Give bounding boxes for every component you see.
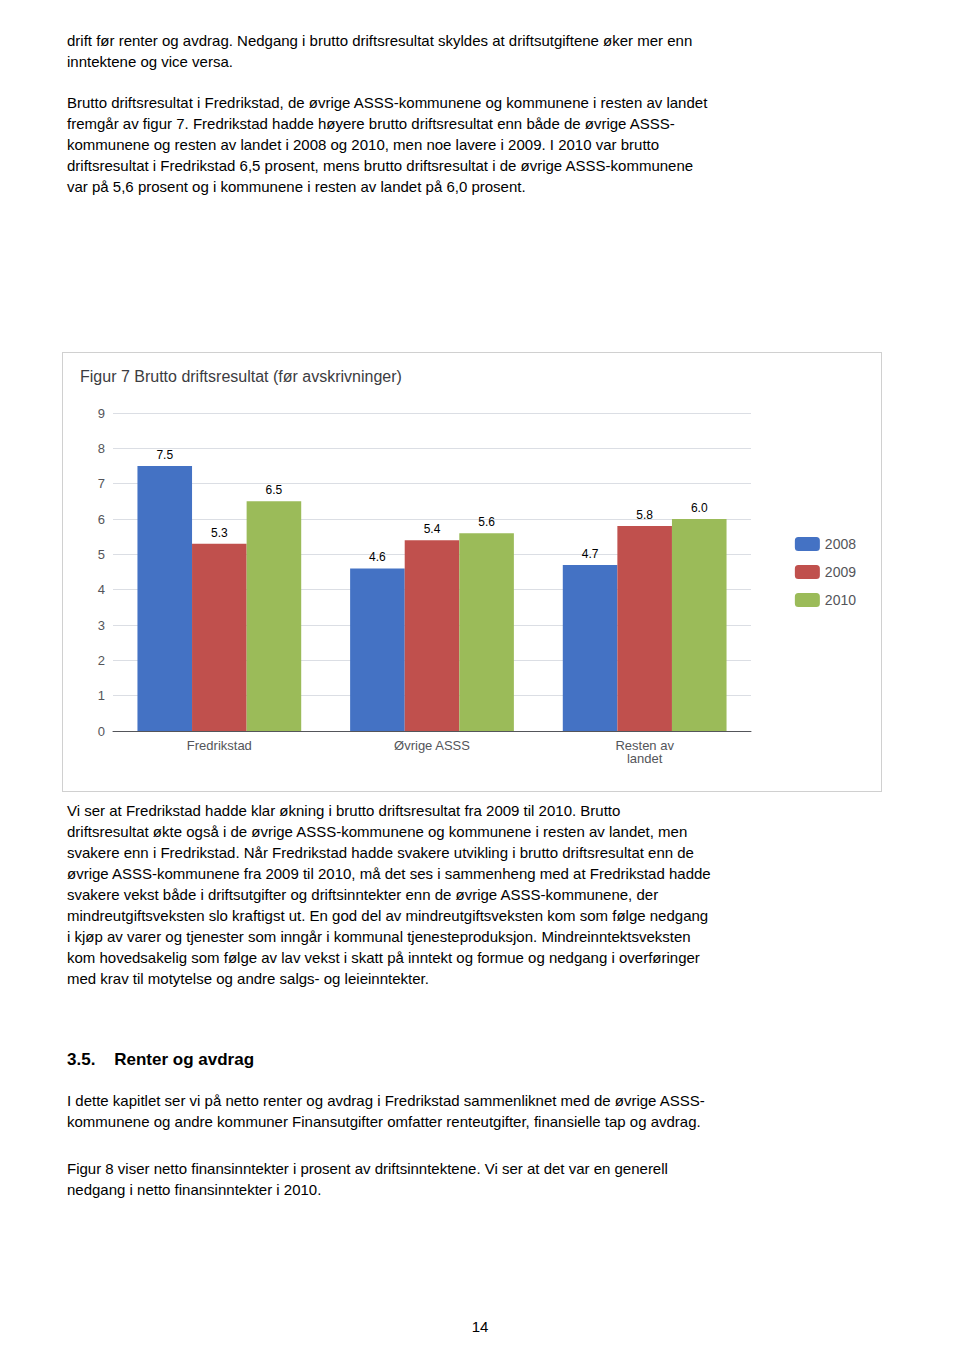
svg-text:7: 7 [98,476,105,491]
svg-text:5.6: 5.6 [478,515,495,529]
svg-text:0: 0 [98,724,105,739]
svg-text:Figur 7 Brutto driftsresultat: Figur 7 Brutto driftsresultat (før avskr… [80,368,402,385]
html-text:3.5. Renter og avdrag: 3.5. Renter og avdrag [67,1050,255,1069]
svg-text:9: 9 [98,406,105,421]
html-text:Vi ser at Fredrikstad hadde kl: Vi ser at Fredrikstad hadde klar økning … [67,802,711,987]
html-text:14: 14 [471,1318,489,1335]
svg-text:landet: landet [627,751,663,766]
svg-text:2010: 2010 [825,592,856,608]
svg-text:2009: 2009 [825,564,856,580]
svg-text:Resten av: Resten av [615,738,674,753]
svg-text:6.5: 6.5 [266,483,283,497]
svg-text:2: 2 [98,653,105,668]
svg-text:6.0: 6.0 [691,501,708,515]
svg-text:5: 5 [98,547,105,562]
svg-text:3: 3 [98,618,105,633]
svg-text:4: 4 [98,582,105,597]
svg-text:5.4: 5.4 [424,522,441,536]
svg-text:8: 8 [98,441,105,456]
html-text:Brutto driftsresultat i Fredri: Brutto driftsresultat i Fredrikstad, de … [67,94,708,195]
svg-text:6: 6 [98,512,105,527]
svg-text:2008: 2008 [825,536,856,552]
html-text:I dette kapitlet ser vi på net: I dette kapitlet ser vi på netto renter … [67,1092,705,1130]
svg-text:Fredrikstad: Fredrikstad [187,738,252,753]
svg-text:5.8: 5.8 [636,508,653,522]
svg-text:4.7: 4.7 [582,547,599,561]
svg-text:4.6: 4.6 [369,550,386,564]
svg-text:5.3: 5.3 [211,526,228,540]
html-text:Figur 8 viser netto finansinnt: Figur 8 viser netto finansinntekter i pr… [67,1160,668,1198]
svg-text:7.5: 7.5 [156,448,173,462]
html-text:drift før renter og avdrag. Ne: drift før renter og avdrag. Nedgang i br… [67,32,693,70]
svg-text:Øvrige ASSS: Øvrige ASSS [394,738,470,753]
svg-text:1: 1 [98,688,105,703]
